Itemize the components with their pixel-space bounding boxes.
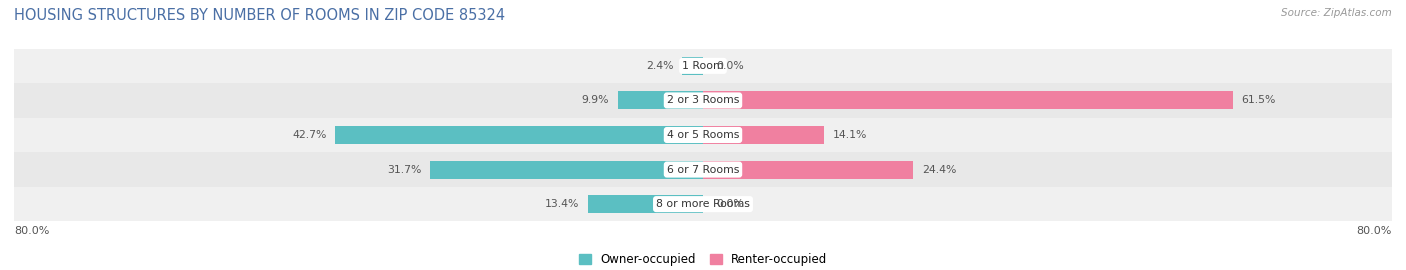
Legend: Owner-occupied, Renter-occupied: Owner-occupied, Renter-occupied: [574, 248, 832, 270]
Text: 0.0%: 0.0%: [716, 61, 744, 71]
Text: 1 Room: 1 Room: [682, 61, 724, 71]
Text: HOUSING STRUCTURES BY NUMBER OF ROOMS IN ZIP CODE 85324: HOUSING STRUCTURES BY NUMBER OF ROOMS IN…: [14, 8, 505, 23]
Text: Source: ZipAtlas.com: Source: ZipAtlas.com: [1281, 8, 1392, 18]
Text: 13.4%: 13.4%: [544, 199, 579, 209]
Text: 80.0%: 80.0%: [1357, 225, 1392, 235]
Text: 4 or 5 Rooms: 4 or 5 Rooms: [666, 130, 740, 140]
Text: 9.9%: 9.9%: [582, 95, 609, 106]
Text: 8 or more Rooms: 8 or more Rooms: [657, 199, 749, 209]
Text: 2.4%: 2.4%: [647, 61, 673, 71]
Bar: [703, 92, 1233, 109]
Text: 31.7%: 31.7%: [387, 164, 422, 175]
Text: 2 or 3 Rooms: 2 or 3 Rooms: [666, 95, 740, 106]
Bar: [14, 187, 1392, 221]
Text: 61.5%: 61.5%: [1241, 95, 1275, 106]
Text: 14.1%: 14.1%: [832, 130, 868, 140]
Bar: [335, 126, 703, 144]
Bar: [703, 126, 824, 144]
Bar: [617, 92, 703, 109]
Text: 80.0%: 80.0%: [14, 225, 49, 235]
Bar: [14, 152, 1392, 187]
Text: 42.7%: 42.7%: [292, 130, 326, 140]
Bar: [703, 161, 912, 178]
Bar: [682, 57, 703, 75]
Bar: [14, 49, 1392, 83]
Text: 6 or 7 Rooms: 6 or 7 Rooms: [666, 164, 740, 175]
Bar: [14, 118, 1392, 152]
Bar: [430, 161, 703, 178]
Bar: [14, 83, 1392, 118]
Text: 24.4%: 24.4%: [922, 164, 956, 175]
Text: 0.0%: 0.0%: [716, 199, 744, 209]
Bar: [588, 195, 703, 213]
